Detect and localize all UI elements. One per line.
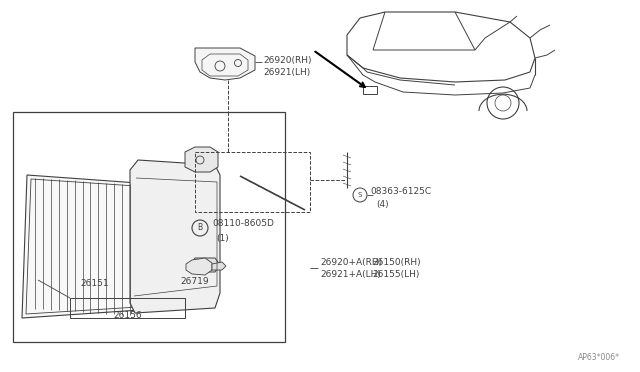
- Polygon shape: [190, 258, 220, 272]
- Text: 26151: 26151: [81, 279, 109, 289]
- Text: 26156: 26156: [114, 311, 142, 320]
- Text: (4): (4): [376, 199, 388, 208]
- Polygon shape: [186, 258, 212, 275]
- Polygon shape: [22, 175, 140, 318]
- Text: AP63*006*: AP63*006*: [578, 353, 620, 362]
- Polygon shape: [185, 147, 218, 172]
- Polygon shape: [195, 48, 255, 80]
- Text: 26920(RH): 26920(RH): [263, 55, 312, 64]
- Text: 08363-6125C: 08363-6125C: [370, 187, 431, 196]
- Text: 26150(RH): 26150(RH): [372, 257, 420, 266]
- Text: 26719: 26719: [180, 278, 209, 286]
- Text: (1): (1): [216, 234, 228, 243]
- Text: B: B: [197, 224, 203, 232]
- Text: 26921+A(LH): 26921+A(LH): [320, 269, 381, 279]
- Polygon shape: [130, 160, 220, 313]
- Text: 26920+A(RH): 26920+A(RH): [320, 257, 382, 266]
- Text: 26155(LH): 26155(LH): [372, 269, 419, 279]
- Text: S: S: [358, 192, 362, 198]
- Text: 08110-8605D: 08110-8605D: [212, 219, 274, 228]
- Polygon shape: [212, 262, 226, 270]
- Text: 26921(LH): 26921(LH): [263, 67, 310, 77]
